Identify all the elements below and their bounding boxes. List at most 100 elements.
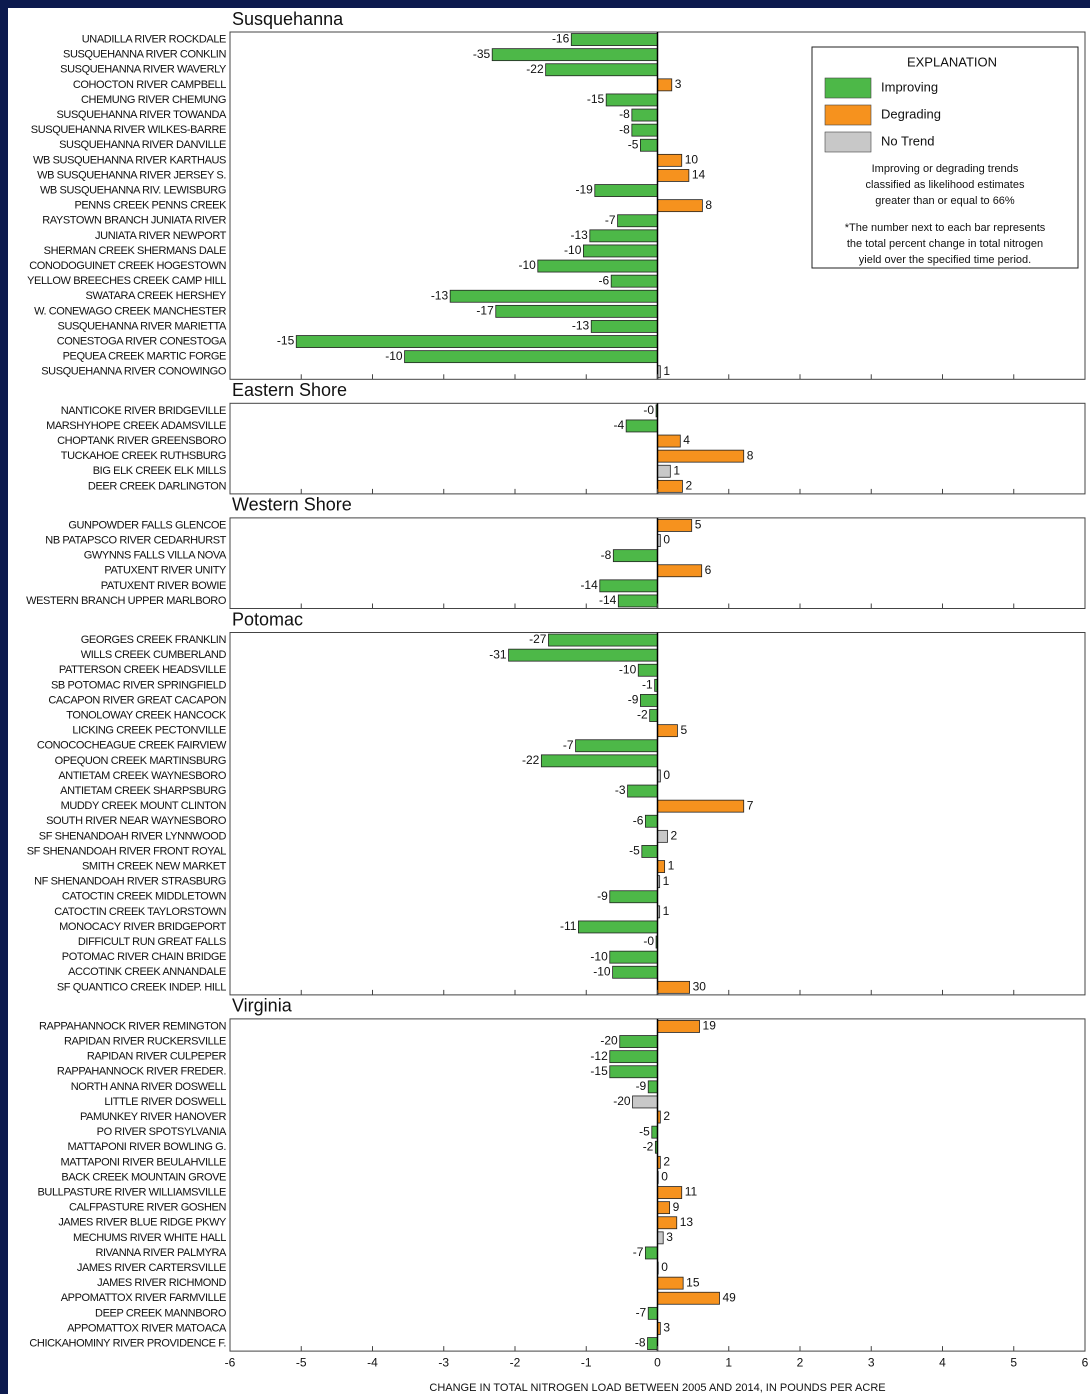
panel-title: Potomac	[232, 609, 303, 629]
bar	[657, 1231, 664, 1245]
bar	[644, 1246, 658, 1260]
bar	[612, 549, 658, 563]
category-label: YELLOW BREECHES CREEK CAMP HILL	[27, 275, 226, 287]
bar-label: -7	[636, 1306, 647, 1320]
x-tick-label: -5	[296, 1355, 307, 1369]
bar	[657, 980, 690, 994]
category-label: TUCKAHOE CREEK RUTHSBURG	[61, 450, 226, 462]
category-label: NORTH ANNA RIVER DOSWELL	[71, 1081, 227, 1093]
bar-label: 0	[661, 1170, 668, 1184]
bar-label: -6	[599, 273, 610, 287]
bar	[625, 419, 658, 433]
category-label: MUDDY CREEK MOUNT CLINTON	[61, 800, 227, 812]
category-label: APPOMATTOX RIVER MATOACA	[67, 1322, 227, 1334]
bar	[609, 1050, 658, 1064]
bar	[609, 950, 658, 964]
bar-label: -22	[526, 62, 544, 76]
category-label: SOUTH RIVER NEAR WAYNESBORO	[46, 815, 227, 827]
category-label: WB SUSQUEHANNA RIVER JERSEY S.	[37, 169, 226, 181]
category-label: GUNPOWDER FALLS GLENCOE	[68, 519, 226, 531]
bar	[617, 594, 658, 608]
bar	[631, 108, 658, 122]
legend-note: the total percent change in total nitrog…	[847, 238, 1043, 250]
bar-label: -20	[613, 1094, 631, 1108]
bar	[649, 709, 658, 722]
bar-label: 30	[693, 980, 707, 994]
category-label: PENNS CREEK PENNS CREEK	[74, 200, 227, 212]
category-label: SUSQUEHANNA RIVER CONOWINGO	[41, 366, 227, 378]
bar-label: 0	[663, 768, 670, 782]
bar-label: -6	[633, 813, 644, 827]
bar-label: 14	[692, 168, 706, 182]
panel-title: Western Shore	[232, 495, 352, 515]
bar-label: 19	[703, 1019, 717, 1033]
category-label: RAPPAHANNOCK RIVER FREDER.	[57, 1066, 226, 1078]
bar-label: -10	[518, 258, 536, 272]
bar-label: 3	[675, 77, 682, 91]
bar-label: -9	[628, 693, 639, 707]
bar	[640, 138, 658, 152]
bar-label: 8	[705, 198, 712, 212]
bar	[295, 335, 658, 348]
bar-label: -35	[473, 47, 491, 61]
category-label: SUSQUEHANNA RIVER DANVILLE	[59, 139, 226, 151]
category-label: SUSQUEHANNA RIVER WAVERLY	[60, 64, 227, 76]
legend-label: No Trend	[881, 133, 934, 148]
bar-label: -20	[600, 1034, 618, 1048]
bar-label: 1	[663, 904, 670, 918]
bar	[599, 579, 658, 593]
legend-label: Degrading	[881, 106, 941, 121]
bar-label: -11	[560, 919, 577, 933]
bar	[540, 754, 658, 768]
bar-label: -19	[575, 183, 593, 197]
bar	[609, 1065, 658, 1079]
x-tick-label: 5	[1010, 1355, 1017, 1369]
bar-label: 2	[663, 1155, 670, 1169]
category-label: W. CONEWAGO CREEK MANCHESTER	[34, 305, 226, 317]
bar-label: -4	[613, 418, 624, 432]
panel-title: Virginia	[232, 996, 293, 1016]
bar-label: -2	[637, 708, 648, 722]
bar-label: -16	[552, 32, 570, 46]
bar	[537, 259, 658, 273]
bar	[644, 814, 658, 828]
bar-label: 15	[686, 1275, 700, 1289]
bar	[610, 274, 658, 288]
category-label: JAMES RIVER RICHMOND	[97, 1277, 226, 1289]
bar-label: -31	[489, 647, 507, 661]
category-label: ACCOTINK CREEK ANNANDALE	[68, 966, 226, 978]
bar	[594, 184, 658, 197]
category-label: CONOCOCHEAGUE CREEK FAIRVIEW	[37, 740, 227, 752]
bar	[657, 1186, 683, 1199]
category-label: CACAPON RIVER GREAT CACAPON	[48, 694, 226, 706]
bar	[657, 464, 671, 478]
bar-label: -8	[635, 1336, 646, 1350]
category-label: WESTERN BRANCH UPPER MARLBORO	[26, 595, 227, 607]
x-tick-label: -4	[367, 1355, 378, 1369]
bar	[657, 449, 745, 463]
legend-swatch	[824, 104, 872, 126]
x-tick-label: 0	[654, 1355, 661, 1369]
x-tick-label: -3	[438, 1355, 449, 1369]
bar-label: -10	[619, 662, 637, 676]
legend-note: greater than or equal to 66%	[875, 195, 1015, 207]
category-label: RAYSTOWN BRANCH JUNIATA RIVER	[42, 215, 226, 227]
bar-label: -7	[563, 738, 574, 752]
bar	[657, 1291, 720, 1305]
category-label: CALFPASTURE RIVER GOSHEN	[69, 1202, 227, 1214]
bar-label: 1	[668, 859, 675, 873]
bar	[657, 799, 745, 813]
bar-label: -1	[642, 678, 653, 692]
bar	[548, 633, 658, 647]
bar	[657, 1216, 678, 1230]
bar	[657, 1276, 684, 1290]
category-label: MONOCACY RIVER BRIDGEPORT	[59, 921, 227, 933]
bar-label: -5	[639, 1124, 650, 1138]
bar-label: -8	[601, 548, 612, 562]
bar	[657, 829, 668, 843]
category-label: NANTICOKE RIVER BRIDGEVILLE	[61, 405, 226, 417]
bar-label: -13	[572, 319, 590, 333]
bar-label: -5	[628, 137, 639, 151]
bar	[449, 289, 658, 303]
bar-label: 1	[673, 463, 680, 477]
